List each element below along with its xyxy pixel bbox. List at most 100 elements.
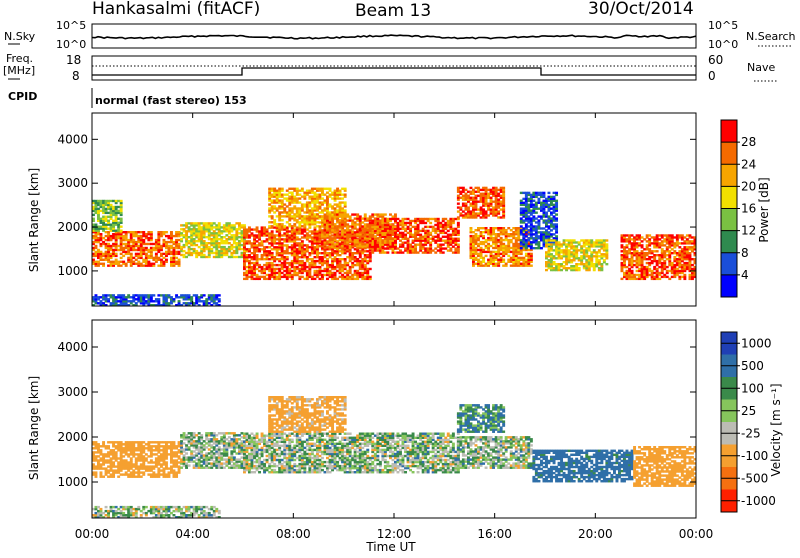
heatmap-cell [656, 234, 659, 236]
heatmap-cell [238, 222, 241, 224]
heatmap-cell [691, 264, 694, 266]
heatmap-cell [412, 234, 415, 236]
heatmap-cell [540, 231, 543, 233]
heatmap-cell [485, 255, 488, 257]
heatmap-cell [319, 278, 322, 280]
heatmap-cell [522, 219, 525, 221]
heatmap-cell [298, 194, 301, 196]
heatmap-cell [298, 268, 301, 270]
heatmap-cell [568, 249, 571, 251]
heatmap-cell [321, 201, 324, 203]
heatmap-cell [296, 219, 299, 221]
heatmap-cell [341, 239, 344, 241]
heatmap-cell [590, 239, 593, 241]
heatmap-cell [314, 246, 317, 248]
heatmap-cell [636, 242, 639, 244]
heatmap-cell [656, 250, 659, 252]
heatmap-cell [689, 246, 692, 248]
heatmap-cell [321, 256, 324, 258]
heatmap-cell [361, 243, 364, 245]
heatmap-cell [319, 211, 322, 213]
heatmap-cell [110, 294, 113, 296]
heatmap-cell [170, 231, 173, 233]
heatmap-cell [311, 230, 314, 232]
heatmap-cell [364, 213, 367, 215]
heatmap-cell [369, 252, 372, 254]
heatmap-cell [117, 294, 120, 296]
heatmap-cell [397, 247, 400, 249]
heatmap-cell [379, 226, 382, 228]
heatmap-cell [527, 249, 530, 251]
heatmap-cell [376, 232, 379, 234]
heatmap-cell [329, 221, 332, 223]
heatmap-cell [545, 239, 548, 241]
heatmap-cell [520, 247, 523, 249]
heatmap-cell [522, 202, 525, 204]
heatmap-cell [394, 236, 397, 238]
heatmap-cell [548, 196, 551, 198]
heatmap-cell [112, 200, 115, 202]
heatmap-cell [475, 212, 478, 214]
heatmap-cell [462, 210, 465, 212]
heatmap-cell [439, 230, 442, 232]
heatmap-cell [651, 256, 654, 258]
heatmap-cell [248, 254, 251, 256]
heatmap-cell [349, 239, 352, 241]
heatmap-cell [127, 231, 130, 233]
heatmap-cell [308, 246, 311, 248]
heatmap-cell [137, 231, 140, 233]
heatmap-cell [178, 239, 181, 241]
heatmap-cell [125, 263, 128, 265]
heatmap-cell [527, 253, 530, 255]
heatmap-cell [344, 258, 347, 260]
heatmap-cell [316, 260, 319, 262]
heatmap-cell [102, 302, 105, 304]
heatmap-cell [490, 251, 493, 253]
heatmap-cell [258, 230, 261, 232]
heatmap-cell [527, 245, 530, 247]
heatmap-cell [329, 270, 332, 272]
heatmap-cell [492, 206, 495, 208]
heatmap-cell [631, 270, 634, 272]
heatmap-cell [331, 217, 334, 219]
heatmap-cell [97, 249, 100, 251]
heatmap-cell [633, 236, 636, 238]
heatmap-cell [553, 239, 556, 241]
heatmap-cell [273, 256, 276, 258]
heatmap-cell [356, 258, 359, 260]
heatmap-cell [386, 251, 389, 253]
heatmap-cell [548, 215, 551, 217]
heatmap-cell [434, 218, 437, 220]
heatmap-cell [331, 241, 334, 243]
heatmap-cell [286, 197, 289, 199]
heatmap-cell [316, 205, 319, 207]
heatmap-cell [417, 218, 420, 220]
heatmap-cell [168, 235, 171, 237]
heatmap-cell [263, 240, 266, 242]
heatmap-cell [663, 244, 666, 246]
heatmap-cell [522, 192, 525, 194]
heatmap-cell [648, 268, 651, 270]
heatmap-cell [261, 266, 264, 268]
heatmap-cell [394, 213, 397, 215]
heatmap-cell [241, 252, 244, 254]
heatmap-cell [291, 215, 294, 217]
heatmap-cell [412, 246, 415, 248]
heatmap-cell [409, 244, 412, 246]
heatmap-cell [175, 251, 178, 253]
heatmap-cell [359, 260, 362, 262]
heatmap-cell [273, 268, 276, 270]
heatmap-cell [475, 247, 478, 249]
heatmap-cell [462, 195, 465, 197]
heatmap-cell [230, 224, 233, 226]
heatmap-cell [112, 206, 115, 208]
heatmap-cell [351, 219, 354, 221]
heatmap-cell [389, 238, 392, 240]
heatmap-cell [671, 262, 674, 264]
heatmap-cell [676, 258, 679, 260]
heatmap-cell [283, 244, 286, 246]
heatmap-cell [389, 213, 392, 215]
heatmap-cell [301, 260, 304, 262]
heatmap-cell [200, 226, 203, 228]
heatmap-cell [306, 266, 309, 268]
